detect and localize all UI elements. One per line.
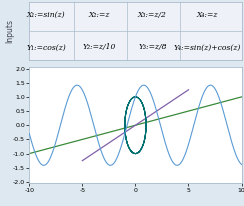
- Text: Y₃:=z/8: Y₃:=z/8: [138, 43, 167, 51]
- Text: X₁:=sin(z): X₁:=sin(z): [27, 11, 66, 19]
- Text: Y₂:=z/10: Y₂:=z/10: [83, 43, 116, 51]
- Text: Y₄:=sin(z)+cos(z): Y₄:=sin(z)+cos(z): [174, 43, 241, 51]
- Text: X₃:=z/2: X₃:=z/2: [138, 11, 167, 19]
- Text: X₄:=z: X₄:=z: [197, 11, 218, 19]
- Text: Y₁:=cos(z): Y₁:=cos(z): [26, 43, 66, 51]
- Text: Inputs: Inputs: [6, 19, 15, 43]
- Text: X₂:=z: X₂:=z: [89, 11, 110, 19]
